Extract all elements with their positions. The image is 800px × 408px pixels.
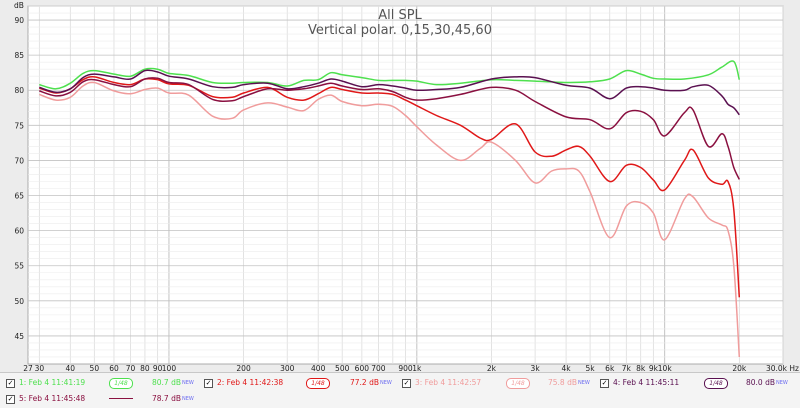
x-tick-label: 7k [622, 364, 632, 372]
chart-subtitle: Vertical polar. 0,15,30,45,60 [308, 23, 492, 38]
x-tick-label: 50 [90, 364, 100, 372]
x-tick-label: 27 [23, 364, 33, 372]
smoothing-badge-1[interactable]: 1/48 [109, 378, 133, 389]
x-tick-label: 1k [412, 364, 422, 372]
legend-item-2[interactable]: ✓ 2: Feb 4 11:42:38 1/48 77.2 dBNEW [204, 376, 399, 390]
legend-item-5[interactable]: ✓ 5: Feb 4 11:45:48 78.7 dBNEW [6, 392, 201, 406]
legend-checkbox-1[interactable]: ✓ [6, 379, 15, 388]
legend-label-4: 4: Feb 4 11:45:11 [613, 378, 680, 387]
legend-panel: ✓ 1: Feb 4 11:41:19 1/48 80.7 dBNEW ✓ 2:… [0, 372, 800, 408]
x-tick-label: 10k [658, 364, 673, 372]
y-tick-label: 60 [14, 227, 24, 236]
grid-layer [28, 5, 784, 364]
x-tick-label: 700 [371, 364, 386, 372]
chart-title: All SPL [378, 8, 422, 23]
smoothing-badge-3[interactable]: 1/48 [506, 378, 530, 389]
legend-label-2: 2: Feb 4 11:42:38 [217, 378, 284, 387]
x-tick-label: 60 [109, 364, 119, 372]
legend-item-3[interactable]: ✓ 3: Feb 4 11:42:57 1/48 75.8 dBNEW [402, 376, 597, 390]
x-tick-label: 6k [605, 364, 615, 372]
x-tick-label: 300 [280, 364, 295, 372]
x-tick-label: 500 [335, 364, 350, 372]
x-tick-label: 600 [355, 364, 370, 372]
y-tick-label: 85 [14, 51, 24, 60]
x-tick-label: 100 [162, 364, 177, 372]
series-line-2 [39, 76, 741, 298]
x-tick-label: 200 [236, 364, 251, 372]
legend-checkbox-5[interactable]: ✓ [6, 395, 15, 404]
legend-item-4[interactable]: ✓ 4: Feb 4 11:45:11 1/48 80.0 dBNEW [600, 376, 795, 390]
x-tick-label: 400 [311, 364, 326, 372]
y-tick-label: 45 [14, 332, 24, 341]
x-tick-label: 90 [153, 364, 163, 372]
x-tick-label: 30.0k Hz [766, 364, 799, 372]
x-tick-label: 8k [636, 364, 646, 372]
smoothing-badge-4[interactable]: 1/48 [704, 378, 728, 389]
y-tick-label: 55 [14, 262, 24, 271]
x-tick-labels: 27 30 40 50 60 70 80 90 100 200 300 400 500 600 700 900… [23, 364, 799, 373]
y-axis-label: dB [14, 1, 24, 10]
x-tick-label: 5k [586, 364, 596, 372]
y-tick-labels: 45 50 55 60 65 70 75 80 85 90 [14, 16, 24, 341]
spl-chart: 45 50 55 60 65 70 75 80 85 90 27 30 40 50 60 70 80 90 100… [14, 1, 799, 373]
x-tick-label: 70 [126, 364, 136, 372]
x-tick-label: 40 [66, 364, 76, 372]
legend-label-5: 5: Feb 4 11:45:48 [19, 394, 86, 403]
y-tick-label: 70 [14, 156, 24, 165]
legend-level-3: 75.8 dBNEW [548, 378, 590, 387]
legend-label-1: 1: Feb 4 11:41:19 [19, 378, 86, 387]
x-tick-label: 20k [732, 364, 747, 372]
legend-level-5: 78.7 dBNEW [152, 394, 194, 403]
legend-checkbox-4[interactable]: ✓ [600, 379, 609, 388]
x-tick-label: 30 [35, 364, 45, 372]
y-tick-label: 80 [14, 86, 24, 95]
x-tick-label: 900 [398, 364, 413, 372]
x-tick-label: 2k [487, 364, 497, 372]
y-tick-label: 65 [14, 192, 24, 201]
series-layer [39, 60, 741, 358]
series-line-5 [39, 77, 740, 180]
legend-level-2: 77.2 dBNEW [350, 378, 392, 387]
legend-item-1[interactable]: ✓ 1: Feb 4 11:41:19 1/48 80.7 dBNEW [6, 376, 201, 390]
legend-level-1: 80.7 dBNEW [152, 378, 194, 387]
smoothing-badge-2[interactable]: 1/48 [306, 378, 330, 389]
legend-checkbox-3[interactable]: ✓ [402, 379, 411, 388]
x-tick-label: 80 [140, 364, 150, 372]
series-line-3 [39, 81, 741, 358]
legend-level-4: 80.0 dBNEW [746, 378, 788, 387]
y-tick-label: 90 [14, 16, 24, 25]
x-tick-label: 4k [562, 364, 572, 372]
series-line-1 [39, 60, 741, 90]
y-tick-label: 75 [14, 121, 24, 130]
x-tick-label: 3k [531, 364, 541, 372]
legend-checkbox-2[interactable]: ✓ [204, 379, 213, 388]
legend-line-swatch-5 [109, 398, 133, 399]
x-tick-label: 9k [649, 364, 659, 372]
legend-label-3: 3: Feb 4 11:42:57 [415, 378, 482, 387]
series-line-4 [39, 69, 740, 116]
y-tick-label: 50 [14, 297, 24, 306]
